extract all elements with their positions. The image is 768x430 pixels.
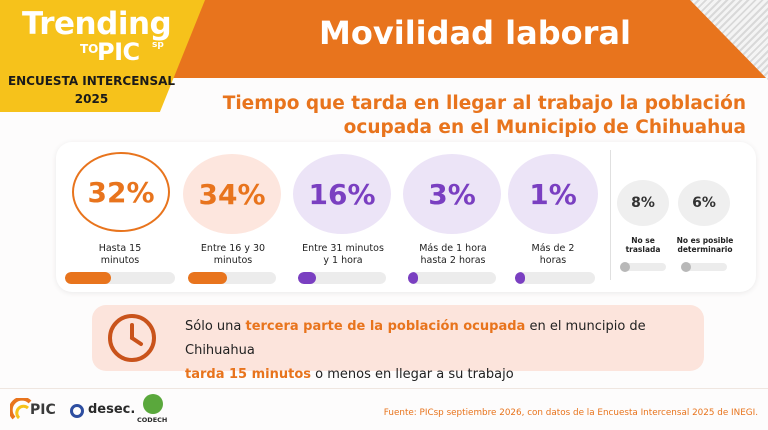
callout-highlight: tercera parte de la población ocupada bbox=[245, 319, 526, 334]
stat-bar-fill bbox=[298, 272, 316, 284]
stat-circle: 32% bbox=[72, 152, 170, 232]
brand-pic-suffix: sp bbox=[152, 40, 164, 50]
stat-bar-fill bbox=[65, 272, 111, 284]
stat-label-line: Hasta 15 bbox=[98, 243, 142, 254]
subtitle-line-2: ocupada en el Municipio de Chihuahua bbox=[343, 117, 746, 138]
brand-pic: PIC bbox=[97, 38, 140, 66]
minor-stat-marker bbox=[681, 262, 691, 272]
stat-label-line: Entre 31 minutos bbox=[302, 243, 384, 254]
callout-box bbox=[92, 305, 704, 371]
callout-highlight: tarda 15 minutos bbox=[185, 367, 312, 382]
pic-logo-icon bbox=[10, 398, 32, 420]
brand-trending: Trending bbox=[22, 6, 172, 42]
stat-value: 34% bbox=[198, 177, 266, 211]
stat-value: 16% bbox=[308, 177, 376, 211]
minor-stat-bar bbox=[620, 262, 666, 272]
minor-stat-bar bbox=[681, 262, 727, 272]
callout-part: o menos en llegar a su trabajo bbox=[311, 367, 514, 382]
stat-circle: 1% bbox=[508, 154, 598, 234]
stat-bar bbox=[298, 272, 386, 284]
desec-logo-text: desec. bbox=[88, 402, 136, 417]
stat-bar-fill bbox=[515, 272, 525, 284]
stat-value: 32% bbox=[87, 175, 155, 209]
stat-value: 3% bbox=[428, 177, 476, 211]
stat-label-line: Más de 1 hora bbox=[419, 243, 487, 254]
stat-bar-fill bbox=[188, 272, 227, 284]
minor-stat-label: No se traslada bbox=[612, 236, 674, 254]
source-note: Fuente: PICsp septiembre 2026, con datos… bbox=[383, 408, 758, 418]
stat-circle: 3% bbox=[403, 154, 501, 234]
stat-label-line: Entre 16 y 30 bbox=[200, 243, 266, 254]
subtitle: Tiempo que tarda en llegar al trabajo la… bbox=[223, 92, 746, 140]
minor-stat-label-line: No se bbox=[631, 236, 655, 245]
header-band bbox=[170, 0, 768, 78]
stat-bar bbox=[65, 272, 175, 284]
stat-label: Más de 2 horas bbox=[508, 243, 598, 267]
minor-stat-label: No es posible determinario bbox=[672, 236, 738, 254]
brand-to: TO bbox=[80, 42, 99, 56]
page-title: Movilidad laboral bbox=[319, 14, 631, 52]
stat-bar bbox=[408, 272, 496, 284]
survey-year: 2025 bbox=[74, 92, 109, 106]
stat-bar bbox=[188, 272, 276, 284]
footer-divider bbox=[0, 388, 768, 389]
survey-name: ENCUESTA INTERCENSAL bbox=[7, 74, 176, 88]
stat-circle: 34% bbox=[183, 154, 281, 234]
stat-value: 1% bbox=[529, 177, 577, 211]
clock-icon bbox=[108, 314, 156, 362]
pic-logo-text: PIC bbox=[30, 402, 56, 418]
minor-stat-circle: 8% bbox=[617, 180, 669, 226]
subtitle-line-1: Tiempo que tarda en llegar al trabajo la… bbox=[222, 93, 746, 114]
stat-label-line: hasta 2 horas bbox=[420, 255, 486, 266]
stat-label-line: Más de 2 bbox=[531, 243, 575, 254]
stat-label: Entre 31 minutos y 1 hora bbox=[294, 243, 392, 267]
minor-stat-circle: 6% bbox=[678, 180, 730, 226]
callout-text: Sólo una tercera parte de la población o… bbox=[185, 315, 705, 387]
stat-bar bbox=[515, 272, 595, 284]
stat-bar-fill bbox=[408, 272, 418, 284]
callout-part: en el muncipio de Chihuahua bbox=[185, 319, 646, 358]
callout-line-1: Sólo una tercera parte de la población o… bbox=[185, 315, 705, 363]
minor-stat-label-line: determinario bbox=[677, 245, 733, 254]
minor-stat-label-line: No es posible bbox=[676, 236, 734, 245]
stat-label-line: y 1 hora bbox=[323, 255, 363, 266]
desec-logo-icon bbox=[70, 404, 84, 418]
stats-divider bbox=[610, 150, 611, 280]
stat-label: Más de 1 hora hasta 2 horas bbox=[404, 243, 502, 267]
minor-stat-marker bbox=[620, 262, 630, 272]
callout-line-2: tarda 15 minutos o menos en llegar a su … bbox=[185, 363, 705, 387]
minor-stat-label-line: traslada bbox=[625, 245, 661, 254]
callout-part: Sólo una bbox=[185, 319, 246, 334]
stat-label-line: minutos bbox=[213, 255, 253, 266]
codech-logo-text: CODECH bbox=[137, 416, 168, 424]
stat-label-line: horas bbox=[539, 255, 567, 266]
stat-label-line: minutos bbox=[100, 255, 140, 266]
codech-logo-icon bbox=[143, 394, 163, 414]
minor-stat-value: 6% bbox=[692, 195, 716, 211]
minor-stat-value: 8% bbox=[631, 195, 655, 211]
stat-label: Hasta 15 minutos bbox=[80, 243, 160, 267]
stat-label: Entre 16 y 30 minutos bbox=[188, 243, 278, 267]
stat-circle: 16% bbox=[293, 154, 391, 234]
